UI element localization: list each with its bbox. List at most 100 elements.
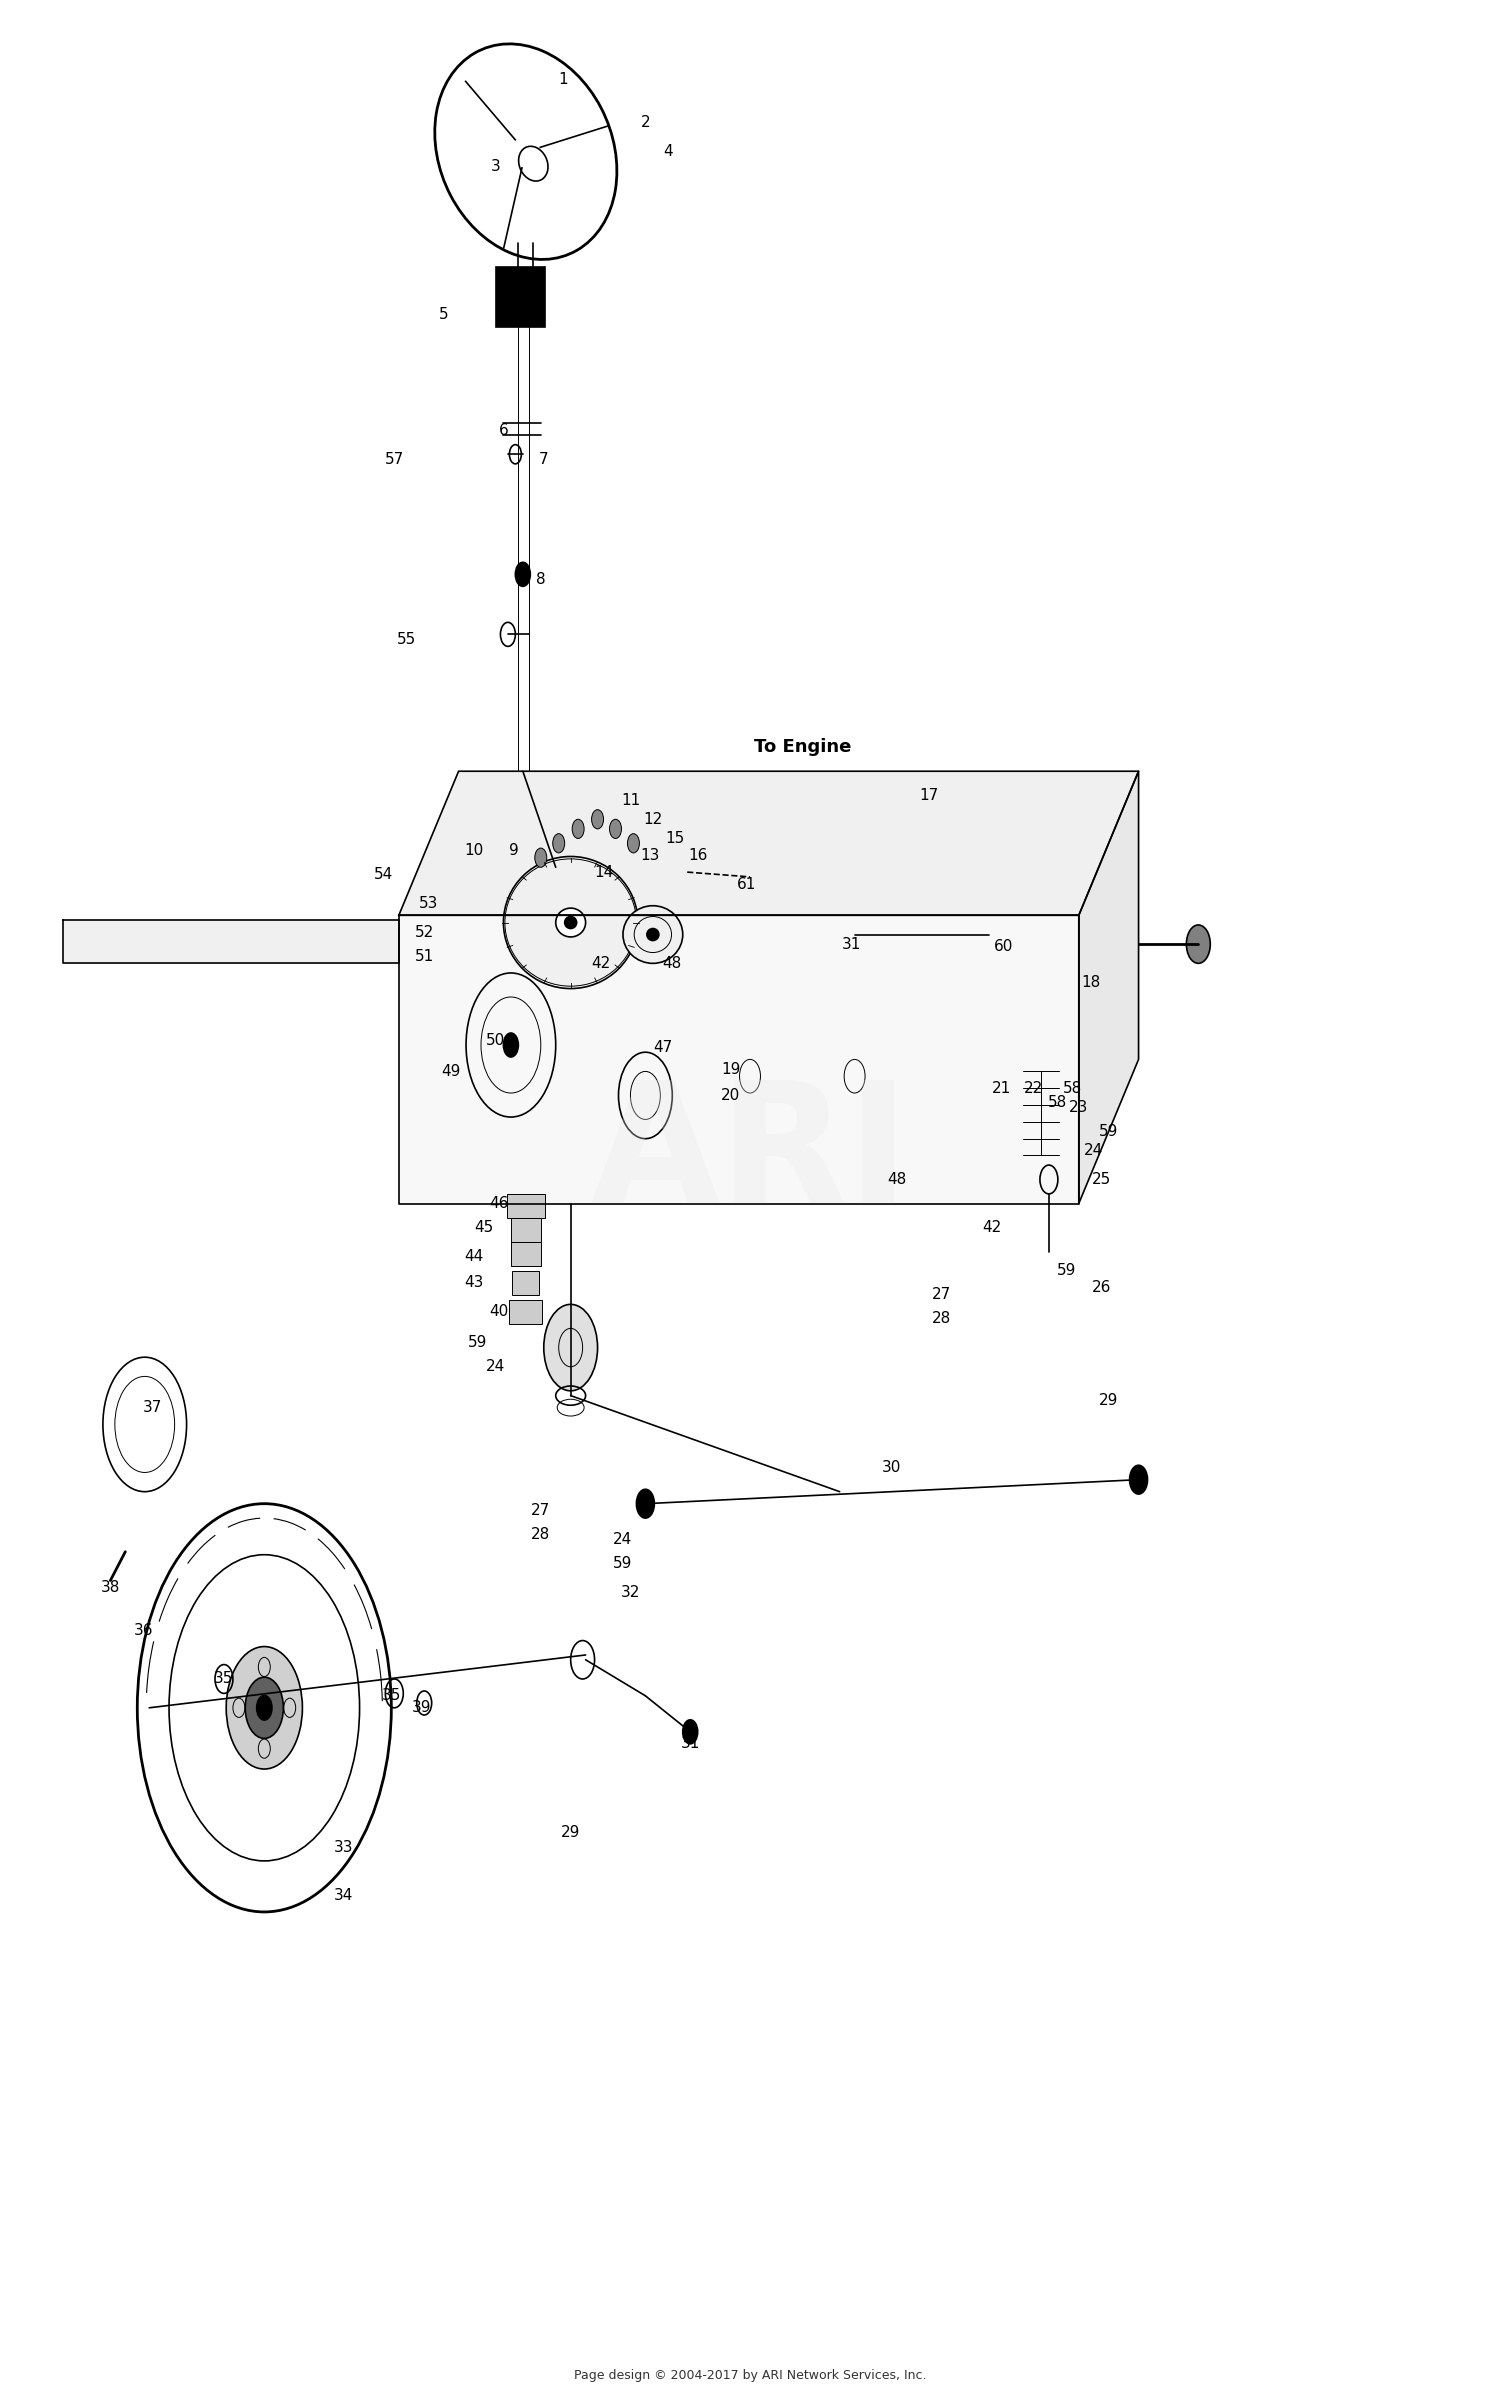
Text: 29: 29 <box>561 1825 580 1841</box>
Text: 26: 26 <box>1092 1281 1112 1295</box>
Text: 44: 44 <box>464 1249 483 1264</box>
Text: 36: 36 <box>134 1622 153 1639</box>
Text: Page design © 2004-2017 by ARI Network Services, Inc.: Page design © 2004-2017 by ARI Network S… <box>573 2368 926 2383</box>
Text: ARI: ARI <box>591 1074 909 1237</box>
Text: 58: 58 <box>1048 1095 1068 1110</box>
Text: 39: 39 <box>411 1699 430 1716</box>
Text: 17: 17 <box>920 787 939 804</box>
Text: 18: 18 <box>1082 975 1101 989</box>
Circle shape <box>226 1646 303 1769</box>
Ellipse shape <box>504 857 638 989</box>
Bar <box>512 1218 542 1242</box>
Circle shape <box>1186 924 1210 963</box>
Bar <box>513 1271 540 1295</box>
Text: 53: 53 <box>419 895 438 910</box>
Polygon shape <box>399 770 1138 915</box>
Bar <box>496 267 546 327</box>
Text: 24: 24 <box>486 1360 506 1374</box>
Circle shape <box>544 1305 597 1391</box>
Text: 27: 27 <box>932 1288 951 1302</box>
Circle shape <box>636 1490 654 1519</box>
Text: 55: 55 <box>396 631 416 647</box>
Ellipse shape <box>622 905 682 963</box>
Text: 2: 2 <box>640 116 650 130</box>
Text: 59: 59 <box>614 1557 633 1572</box>
Text: 31: 31 <box>842 936 861 951</box>
Text: 42: 42 <box>591 956 610 970</box>
Text: 59: 59 <box>1058 1264 1077 1278</box>
Text: 27: 27 <box>531 1504 550 1519</box>
Text: 11: 11 <box>621 792 640 809</box>
Circle shape <box>1130 1466 1148 1495</box>
Text: 30: 30 <box>882 1461 902 1475</box>
Text: 33: 33 <box>334 1839 354 1853</box>
Text: 5: 5 <box>440 308 448 323</box>
Text: 57: 57 <box>384 453 404 467</box>
Text: 8: 8 <box>536 570 546 587</box>
Text: 19: 19 <box>722 1061 741 1076</box>
Ellipse shape <box>646 929 658 941</box>
Circle shape <box>572 818 584 838</box>
Ellipse shape <box>555 907 585 936</box>
Text: 15: 15 <box>666 830 686 845</box>
Circle shape <box>516 563 531 587</box>
Text: 22: 22 <box>1024 1081 1044 1095</box>
Text: 31: 31 <box>681 1735 700 1752</box>
Text: 46: 46 <box>489 1196 508 1211</box>
Polygon shape <box>399 915 1078 1204</box>
Text: 35: 35 <box>214 1670 234 1687</box>
Text: 24: 24 <box>614 1533 633 1548</box>
Text: 1: 1 <box>558 72 568 87</box>
Text: 51: 51 <box>414 948 434 963</box>
Text: 14: 14 <box>594 864 613 879</box>
Text: 9: 9 <box>509 842 519 857</box>
Text: 59: 59 <box>468 1336 488 1350</box>
Bar <box>510 1300 543 1324</box>
Text: 37: 37 <box>142 1401 162 1415</box>
Text: 20: 20 <box>722 1088 740 1102</box>
Text: 61: 61 <box>738 876 756 891</box>
Ellipse shape <box>564 917 576 929</box>
Text: 54: 54 <box>374 867 393 881</box>
Text: 45: 45 <box>474 1220 494 1235</box>
Text: 47: 47 <box>654 1040 674 1054</box>
Text: 60: 60 <box>994 939 1014 953</box>
Circle shape <box>609 818 621 838</box>
Text: 12: 12 <box>644 811 663 826</box>
Text: 52: 52 <box>414 924 434 939</box>
Text: 28: 28 <box>531 1528 550 1543</box>
Text: 23: 23 <box>1070 1100 1089 1114</box>
Text: 29: 29 <box>1100 1394 1119 1408</box>
Text: 25: 25 <box>1092 1172 1112 1187</box>
Circle shape <box>504 1033 519 1057</box>
Text: 48: 48 <box>663 956 682 970</box>
Text: 3: 3 <box>490 159 501 173</box>
Circle shape <box>682 1721 698 1743</box>
Circle shape <box>536 847 548 867</box>
Text: 24: 24 <box>1084 1143 1104 1158</box>
Text: 10: 10 <box>464 842 483 857</box>
Circle shape <box>591 809 603 828</box>
Text: 4: 4 <box>663 144 672 159</box>
Text: 38: 38 <box>100 1581 120 1596</box>
Text: 42: 42 <box>982 1220 1002 1235</box>
Text: 48: 48 <box>886 1172 906 1187</box>
Text: 35: 35 <box>381 1687 400 1704</box>
Text: 58: 58 <box>1064 1081 1083 1095</box>
Circle shape <box>256 1695 272 1721</box>
Polygon shape <box>63 919 399 963</box>
Text: 59: 59 <box>1100 1124 1119 1139</box>
Text: 28: 28 <box>932 1312 951 1326</box>
Text: 6: 6 <box>498 424 508 438</box>
Bar <box>507 1194 544 1218</box>
Circle shape <box>246 1678 284 1738</box>
Text: To Engine: To Engine <box>753 739 850 756</box>
Text: 40: 40 <box>489 1305 508 1319</box>
Circle shape <box>627 833 639 852</box>
Text: 32: 32 <box>621 1586 640 1601</box>
Text: 13: 13 <box>640 847 660 862</box>
Bar <box>512 1242 542 1266</box>
Text: 50: 50 <box>486 1033 506 1047</box>
Text: 16: 16 <box>688 847 708 862</box>
Text: 43: 43 <box>464 1276 483 1290</box>
